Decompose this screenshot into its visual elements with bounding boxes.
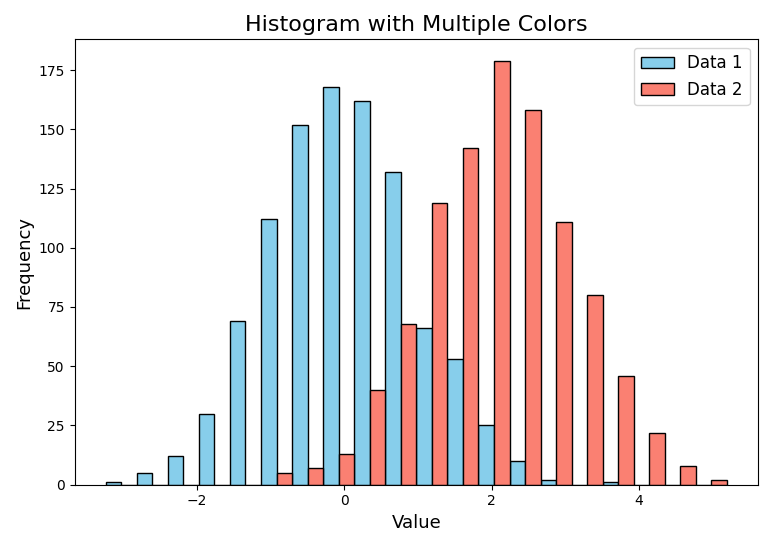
Y-axis label: Frequency: Frequency — [15, 216, 33, 309]
Bar — [540, 480, 556, 485]
Bar — [168, 456, 183, 485]
Bar — [448, 359, 463, 485]
Bar — [292, 125, 308, 485]
Bar — [417, 328, 432, 485]
Bar — [199, 414, 214, 485]
Bar — [400, 324, 417, 485]
Bar — [432, 203, 448, 485]
Bar — [137, 473, 152, 485]
Bar — [261, 219, 277, 485]
Title: Histogram with Multiple Colors: Histogram with Multiple Colors — [245, 15, 587, 35]
Bar — [230, 321, 246, 485]
Bar — [478, 426, 494, 485]
Bar — [649, 433, 665, 485]
Bar — [369, 390, 385, 485]
Bar — [525, 110, 540, 485]
Bar — [711, 480, 727, 485]
Bar — [509, 461, 525, 485]
Bar — [494, 61, 509, 485]
Bar — [618, 376, 634, 485]
Bar — [323, 86, 339, 485]
Bar — [339, 454, 354, 485]
Bar — [385, 172, 400, 485]
Bar — [556, 222, 571, 485]
Bar — [354, 101, 369, 485]
Bar — [603, 482, 618, 485]
Legend: Data 1, Data 2: Data 1, Data 2 — [634, 48, 750, 106]
Bar — [463, 148, 478, 485]
Bar — [680, 465, 696, 485]
Bar — [106, 482, 121, 485]
Bar — [308, 468, 323, 485]
Bar — [277, 473, 292, 485]
X-axis label: Value: Value — [391, 514, 441, 532]
Bar — [587, 295, 603, 485]
